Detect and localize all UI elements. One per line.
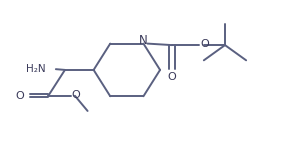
Text: H₂N: H₂N xyxy=(26,64,45,74)
Text: O: O xyxy=(15,91,24,101)
Text: O: O xyxy=(201,39,209,49)
Text: N: N xyxy=(139,34,148,47)
Text: O: O xyxy=(168,72,176,82)
Text: O: O xyxy=(72,90,80,100)
